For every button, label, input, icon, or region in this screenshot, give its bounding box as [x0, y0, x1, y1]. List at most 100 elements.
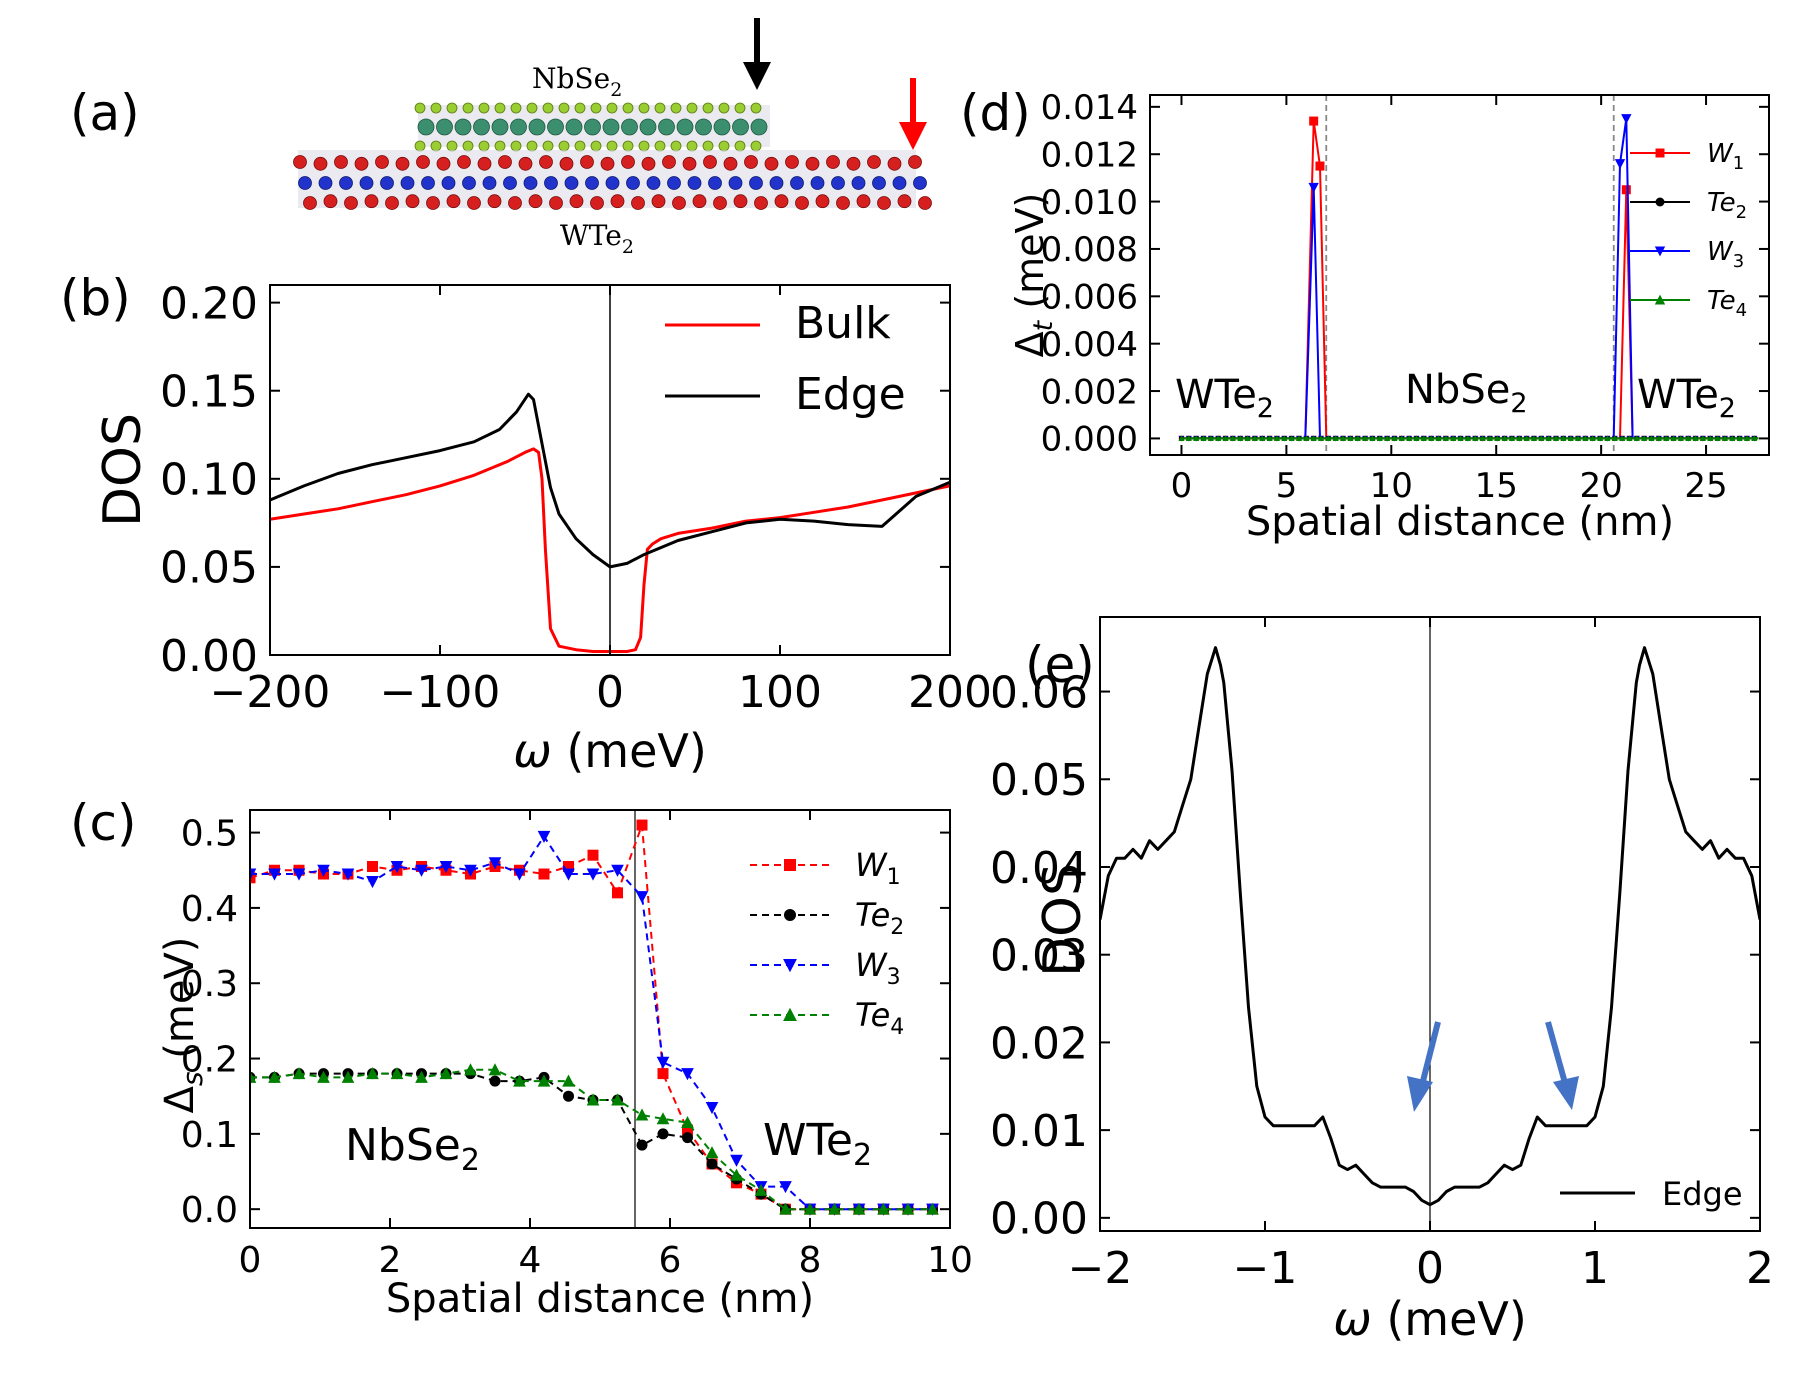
data-point-te4 — [317, 1070, 330, 1083]
se-atom — [446, 102, 458, 114]
x-tick-label: 1 — [1581, 1243, 1609, 1294]
data-point-w3 — [779, 1181, 792, 1194]
nbse2-layer — [414, 102, 770, 152]
data-point-te4 — [292, 1067, 306, 1080]
data-point-te4 — [1384, 435, 1391, 442]
nb-atom — [584, 118, 601, 136]
data-point-te4 — [1413, 435, 1420, 442]
w-atom — [605, 176, 620, 190]
data-point-te4 — [1508, 435, 1515, 442]
y-tick-label: 0.00 — [990, 1194, 1088, 1245]
se-atom — [510, 102, 522, 114]
w-atom — [564, 176, 579, 190]
legend-label-sub: 4 — [890, 1015, 904, 1040]
panel-label-b: (b) — [60, 269, 131, 327]
te-atom — [764, 156, 779, 171]
w-atom — [482, 176, 497, 190]
data-point-te4 — [877, 1202, 890, 1215]
te-atom — [600, 156, 615, 171]
te-atom — [293, 155, 307, 169]
data-point-te4 — [1229, 435, 1236, 442]
se-atom — [478, 102, 490, 114]
legend-label-sub: 2 — [1736, 202, 1747, 223]
data-point-te4 — [1332, 435, 1339, 442]
data-point-te4 — [1685, 435, 1692, 442]
w-atom — [913, 176, 927, 190]
panel-e-edge-dos-chart: −2 −1 0 1 2 0.00 0.01 0.02 0.03 0.04 0.05 0.06 Edge… — [990, 616, 1774, 1346]
se-atom — [750, 140, 762, 152]
data-point-w1 — [563, 860, 574, 872]
data-point-te4 — [1721, 435, 1728, 442]
data-point-te4 — [268, 1070, 281, 1083]
data-point-te4 — [1237, 435, 1244, 442]
data-point-te4 — [656, 1112, 670, 1125]
w-atom — [851, 176, 866, 190]
data-point-te4 — [1655, 435, 1662, 442]
w-atom — [810, 176, 825, 190]
y-tick-label: 0.01 — [990, 1106, 1088, 1157]
annotation-nbse2: NbSe2 — [1405, 367, 1528, 419]
data-point-te4 — [1648, 435, 1655, 442]
data-point-w1 — [657, 1068, 669, 1080]
nbse2-structure-label: NbSe2 — [532, 62, 622, 101]
data-point-te4 — [1626, 435, 1633, 442]
w-atom — [421, 176, 435, 190]
legend-label-text: W — [1707, 139, 1734, 169]
te-atom — [836, 196, 850, 210]
data-point-te4 — [1288, 435, 1295, 442]
w-atom — [728, 176, 743, 190]
data-point-te4 — [250, 1070, 257, 1083]
legend-label-w1: W1 — [855, 846, 901, 890]
se-atom — [574, 102, 586, 114]
w-atom — [667, 176, 681, 190]
nb-atom — [436, 118, 453, 136]
te-atom — [313, 156, 328, 171]
data-point-w3 — [317, 864, 330, 877]
legend-marker-te4 — [1654, 294, 1666, 305]
legend-label-text: W — [855, 946, 888, 984]
nb-atom — [621, 118, 638, 136]
nb-atom — [602, 118, 620, 136]
se-atom — [670, 140, 682, 152]
x-tick-label: 20 — [1580, 466, 1623, 506]
te-atom — [508, 196, 522, 210]
w-atom — [298, 176, 312, 190]
w-atom — [400, 176, 415, 190]
data-point-te4 — [1751, 435, 1758, 442]
data-point-te4 — [1391, 435, 1398, 442]
data-point-te4 — [1435, 435, 1442, 442]
se-atom — [670, 102, 682, 114]
x-axis-label: ω (meV) — [1333, 1292, 1527, 1346]
arrow-left-inner-peak — [1407, 1021, 1441, 1112]
data-point-w3 — [513, 868, 526, 881]
data-point-te4 — [705, 1146, 719, 1159]
data-point-te4 — [488, 1063, 502, 1076]
series-line-edge — [1100, 646, 1760, 1207]
se-atom — [702, 102, 714, 114]
data-point-te4 — [828, 1202, 841, 1215]
data-point-te4 — [1472, 435, 1479, 442]
legend-label-edge: Edge — [1662, 1175, 1743, 1213]
nb-atom — [750, 118, 768, 136]
legend-label-sub: 3 — [1733, 251, 1744, 272]
te-atom — [795, 196, 809, 210]
data-point-te4 — [1207, 435, 1214, 442]
y-tick-label: 0.2 — [181, 1040, 238, 1081]
w-atom — [708, 176, 722, 190]
se-atom — [686, 140, 698, 152]
te-atom — [805, 156, 820, 171]
data-point-te4 — [1707, 435, 1714, 442]
data-point-te4 — [1200, 435, 1207, 442]
black-arrow — [743, 18, 771, 90]
te-atom — [682, 156, 697, 171]
nb-atom — [547, 118, 564, 136]
data-point-te4 — [611, 1093, 624, 1106]
data-point-te4 — [1193, 435, 1200, 442]
data-point-te4 — [390, 1067, 404, 1080]
se-atom — [526, 140, 538, 152]
se-atom — [686, 102, 698, 114]
data-point-te4 — [1273, 435, 1280, 442]
se-atom — [606, 102, 618, 114]
y-tick-label: 0.02 — [990, 1018, 1088, 1069]
data-point-te4 — [439, 1067, 453, 1080]
